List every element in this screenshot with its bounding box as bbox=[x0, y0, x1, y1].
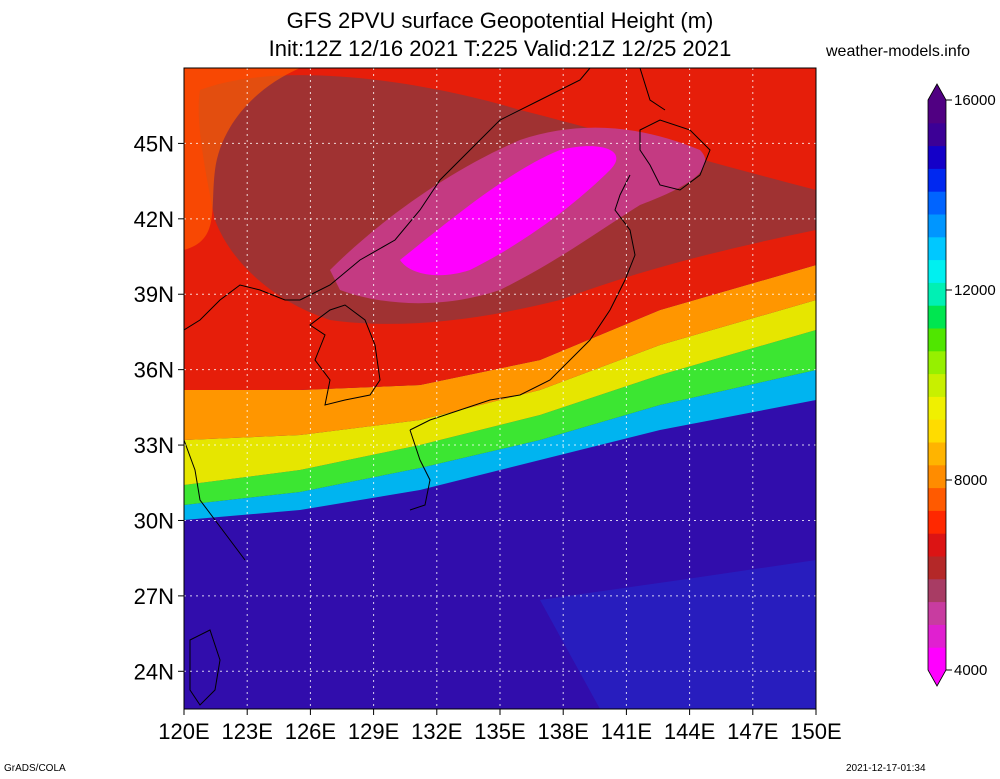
lon-tick-label: 123E bbox=[222, 719, 273, 744]
lon-tick-label: 129E bbox=[348, 719, 399, 744]
lat-tick-label: 42N bbox=[134, 207, 174, 232]
lon-tick-label: 132E bbox=[411, 719, 462, 744]
colorbar-segment bbox=[928, 510, 946, 534]
lon-tick-label: 141E bbox=[601, 719, 652, 744]
colorbar-segment bbox=[928, 145, 946, 169]
colorbar-segment bbox=[928, 578, 946, 603]
colorbar-segment bbox=[928, 305, 946, 329]
latitude-axis: 24N 27N 30N 33N 36N 39N 42N 45N bbox=[134, 131, 184, 684]
footer-timestamp: 2021-12-17-01:34 bbox=[846, 763, 926, 774]
colorbar-segment bbox=[928, 487, 946, 511]
colorbar-segment bbox=[928, 533, 946, 557]
colorbar-segment bbox=[928, 214, 946, 238]
colorbar-label: 8000 bbox=[954, 472, 987, 489]
geopotential-field bbox=[184, 68, 816, 709]
lat-tick-label: 45N bbox=[134, 131, 174, 156]
longitude-axis: 120E 123E 126E 129E 132E 135E 138E 141E 144E 147E… bbox=[158, 709, 842, 744]
colorbar-segment bbox=[928, 419, 946, 443]
lon-tick-label: 147E bbox=[727, 719, 778, 744]
gridlines bbox=[184, 68, 816, 709]
lat-tick-label: 36N bbox=[134, 358, 174, 383]
lon-tick-label: 126E bbox=[285, 719, 336, 744]
colorbar-segment bbox=[928, 373, 946, 397]
colorbar-segment bbox=[928, 350, 946, 375]
lat-tick-label: 27N bbox=[134, 584, 174, 609]
colorbar-label: 12000 bbox=[954, 282, 996, 299]
colorbar-segment bbox=[928, 122, 946, 147]
colorbar-segment bbox=[928, 556, 946, 580]
colorbar-segment bbox=[928, 601, 946, 625]
colorbar-segment bbox=[928, 624, 946, 648]
map-subtitle: Init:12Z 12/16 2021 T:225 Valid:21Z 12/2… bbox=[268, 36, 732, 61]
lat-tick-label: 33N bbox=[134, 433, 174, 458]
colorbar-segment bbox=[928, 328, 946, 352]
colorbar-segment bbox=[928, 282, 946, 306]
colorbar-label: 4000 bbox=[954, 662, 987, 679]
colorbar-segment bbox=[928, 236, 946, 261]
site-credit: weather-models.info bbox=[826, 43, 971, 60]
lat-tick-label: 30N bbox=[134, 508, 174, 533]
colorbar: 4000 8000 12000 16000 bbox=[927, 83, 996, 687]
colorbar-segment bbox=[928, 259, 946, 283]
colorbar-segment bbox=[928, 442, 946, 466]
colorbar-segment bbox=[928, 100, 946, 124]
lon-tick-label: 138E bbox=[538, 719, 589, 744]
map-title: GFS 2PVU surface Geopotential Height (m) bbox=[286, 8, 714, 33]
lon-tick-label: 150E bbox=[790, 719, 841, 744]
lon-tick-label: 120E bbox=[158, 719, 209, 744]
colorbar-segment bbox=[928, 464, 946, 489]
lat-tick-label: 39N bbox=[134, 282, 174, 307]
colorbar-label: 16000 bbox=[954, 92, 996, 109]
colorbar-min-arrow bbox=[928, 670, 946, 686]
colorbar-max-arrow bbox=[928, 84, 946, 100]
colorbar-segment bbox=[928, 168, 946, 192]
lat-tick-label: 24N bbox=[134, 659, 174, 684]
footer-software: GrADS/COLA bbox=[4, 763, 66, 774]
colorbar-segment bbox=[928, 647, 946, 671]
colorbar-segment bbox=[928, 396, 946, 420]
lon-tick-label: 144E bbox=[664, 719, 715, 744]
coastlines bbox=[184, 68, 711, 706]
colorbar-segment bbox=[928, 191, 946, 215]
lon-tick-label: 135E bbox=[474, 719, 525, 744]
